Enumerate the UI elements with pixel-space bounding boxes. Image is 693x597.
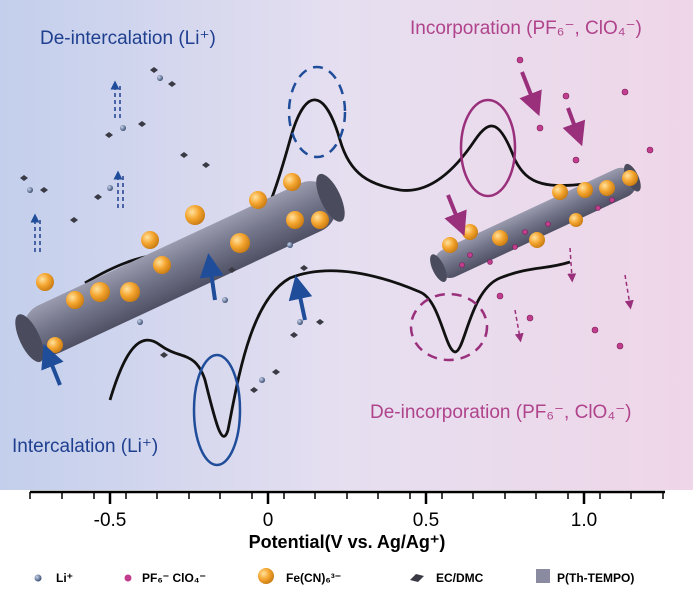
- label-deintercalation: De-intercalation (Li⁺): [40, 28, 216, 49]
- axis-title: Potential(V vs. Ag/Ag⁺): [249, 532, 446, 552]
- incorporation-peak-marker: [459, 98, 517, 198]
- legend-label-ferricyanide: Fe(CN)₆³⁻: [286, 571, 341, 585]
- label-deincorporation: De-incorporation (PF₆⁻, ClO₄⁻): [370, 402, 631, 423]
- solvent-icon: [410, 574, 424, 582]
- li-ion-particles: [27, 75, 303, 383]
- tick-label-05: 0.5: [413, 510, 439, 531]
- intercalation-peak-marker: [192, 353, 242, 467]
- tick-label-neg05: -0.5: [94, 510, 127, 531]
- li-ion-icon: [34, 574, 42, 582]
- legend: Li⁺ PF₆⁻ ClO₄⁻ Fe(CN)₆³⁻ EC/DMC P(Th-TEM…: [34, 568, 634, 585]
- ferricyanide-icon: [258, 568, 274, 584]
- label-incorporation: Incorporation (PF₆⁻, ClO₄⁻): [410, 18, 642, 39]
- intercalation-arrows: [41, 253, 313, 386]
- x-axis: [29, 490, 665, 504]
- label-intercalation: Intercalation (Li⁺): [12, 436, 158, 457]
- deintercalation-peak-marker: [287, 65, 347, 159]
- tick-label-10: 1.0: [571, 510, 597, 531]
- anion-particles: [459, 56, 654, 350]
- polymer-rod-left: [15, 173, 345, 363]
- footer-background: [0, 490, 693, 597]
- legend-label-polymer: P(Th-TEMPO): [557, 571, 634, 585]
- deincorporation-peak-marker: [409, 292, 489, 362]
- incorporation-arrows: [444, 71, 586, 237]
- polymer-icon: [536, 569, 550, 583]
- anion-icon: [124, 574, 132, 582]
- deincorporation-arrows: [514, 247, 634, 343]
- legend-label-anion: PF₆⁻ ClO₄⁻: [142, 571, 206, 585]
- tick-label-0: 0: [263, 510, 274, 531]
- deintercalation-arrows: [30, 80, 124, 252]
- solvent-molecules: [20, 67, 324, 393]
- legend-label-li: Li⁺: [56, 571, 73, 585]
- ferricyanide-particles-right: [442, 170, 638, 253]
- legend-label-solvent: EC/DMC: [436, 571, 484, 585]
